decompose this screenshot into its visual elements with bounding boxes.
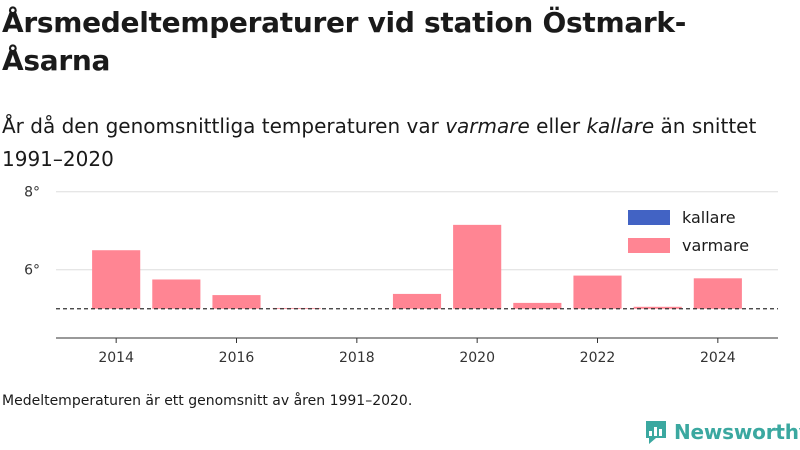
footnote: Medeltemperaturen är ett genomsnitt av å… <box>2 393 413 409</box>
subtitle-text-3: än snittet 1991–2020 <box>2 114 757 171</box>
subtitle-text-2: eller <box>529 114 587 138</box>
bar-2014 <box>92 250 141 309</box>
bar-2016 <box>212 295 261 309</box>
newsworthy-logo: Newsworthy <box>644 418 800 446</box>
y-tick-label-8: 8° <box>24 185 40 201</box>
x-tick-label-2018: 2018 <box>339 350 375 366</box>
legend-label-varmare: varmare <box>682 236 749 255</box>
bar-2022 <box>573 275 622 309</box>
legend-label-kallare: kallare <box>682 208 736 227</box>
x-tick-label-2016: 2016 <box>219 350 255 366</box>
x-tick-label-2020: 2020 <box>459 350 495 366</box>
x-tick-label-2014: 2014 <box>98 350 134 366</box>
x-tick-label-2022: 2022 <box>580 350 616 366</box>
legend-swatch-varmare <box>628 238 670 253</box>
chart-subtitle: År då den genomsnittliga temperaturen va… <box>2 110 792 176</box>
newsworthy-logo-text: Newsworthy <box>674 420 800 444</box>
subtitle-text-1: År då den genomsnittliga temperaturen va… <box>2 114 446 138</box>
newsworthy-logo-icon <box>646 421 666 444</box>
subtitle-cold-word: kallare <box>586 114 655 138</box>
bar-2019 <box>392 293 442 309</box>
bar-2021 <box>513 302 562 309</box>
bar-2015 <box>152 279 201 309</box>
legend-swatch-kallare <box>628 210 670 225</box>
y-tick-label-6: 6° <box>24 263 40 279</box>
temperature-bar-chart: 6° 8° 2014 2016 2018 2020 2022 2024 kallare varma… <box>24 185 778 366</box>
chart-title: Årsmedeltemperaturer vid station Östmark… <box>2 6 687 77</box>
x-tick-label-2024: 2024 <box>700 350 736 366</box>
bar-2020 <box>453 224 502 309</box>
subtitle-warm-word: varmare <box>445 114 530 138</box>
bar-2023 <box>633 306 682 309</box>
bar-2024 <box>693 278 742 309</box>
